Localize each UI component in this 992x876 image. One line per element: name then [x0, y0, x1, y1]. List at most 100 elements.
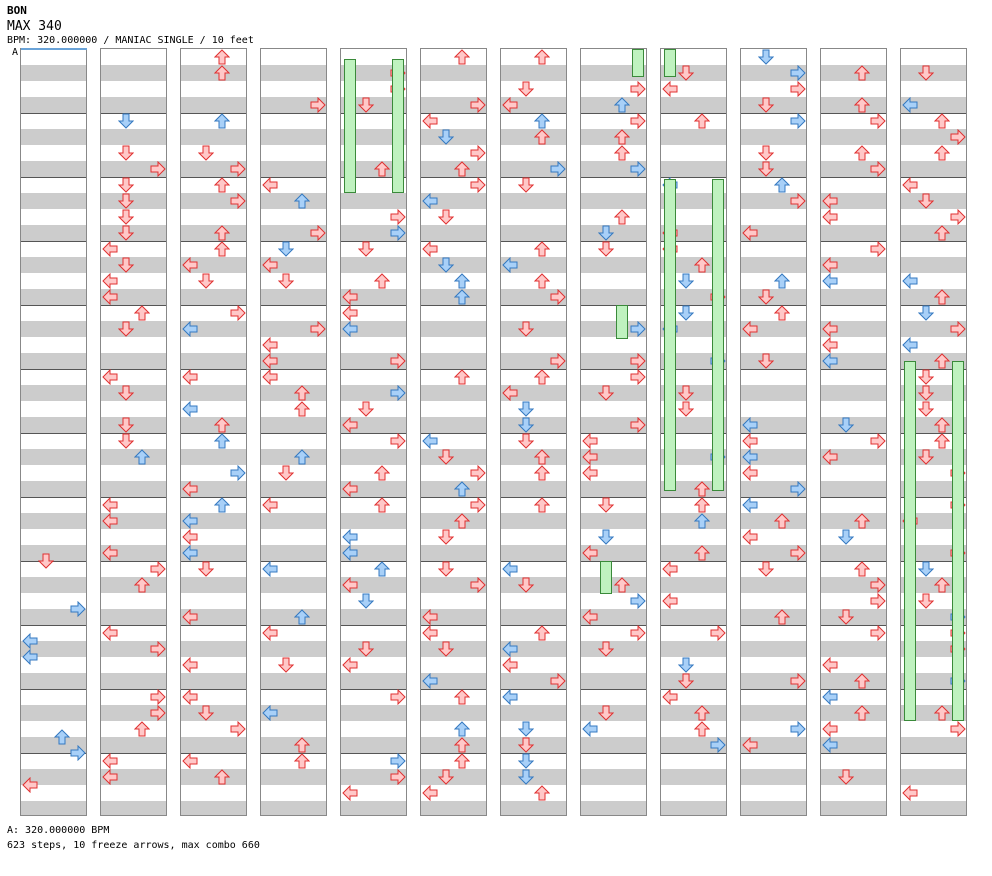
- arrow-note-icon: [517, 433, 535, 449]
- measure-line: [421, 113, 486, 114]
- freeze-arrow: [392, 59, 404, 193]
- arrow-note-icon: [182, 656, 198, 674]
- arrow-note-icon: [293, 609, 311, 625]
- arrow-note-icon: [613, 209, 631, 225]
- arrow-note-icon: [422, 112, 438, 130]
- chart-column: [740, 48, 807, 816]
- measure-line: [821, 113, 886, 114]
- measure-line: [341, 625, 406, 626]
- arrow-note-icon: [453, 513, 471, 529]
- arrow-note-icon: [517, 401, 535, 417]
- measure-line: [341, 497, 406, 498]
- arrow-note-icon: [422, 672, 438, 690]
- measure-line: [501, 497, 566, 498]
- arrow-note-icon: [150, 704, 166, 722]
- arrow-note-icon: [117, 209, 135, 225]
- arrow-note-icon: [630, 320, 646, 338]
- arrow-note-icon: [133, 305, 151, 321]
- arrow-note-icon: [597, 385, 615, 401]
- arrow-note-icon: [550, 672, 566, 690]
- measure-line: [661, 305, 726, 306]
- measure-line: [341, 753, 406, 754]
- arrow-note-icon: [182, 368, 198, 386]
- arrow-note-icon: [102, 624, 118, 642]
- arrow-note-icon: [262, 704, 278, 722]
- arrow-note-icon: [917, 369, 935, 385]
- measure-line: [261, 561, 326, 562]
- arrow-note-icon: [133, 449, 151, 465]
- arrow-note-icon: [117, 321, 135, 337]
- arrow-note-icon: [790, 544, 806, 562]
- arrow-note-icon: [853, 65, 871, 81]
- arrow-note-icon: [757, 97, 775, 113]
- measure-line: [901, 241, 966, 242]
- measure-line: [261, 241, 326, 242]
- arrow-note-icon: [950, 320, 966, 338]
- measure-line: [101, 305, 166, 306]
- measure-line: [101, 241, 166, 242]
- arrow-note-icon: [742, 736, 758, 754]
- arrow-note-icon: [117, 193, 135, 209]
- arrow-note-icon: [533, 241, 551, 257]
- arrow-note-icon: [150, 560, 166, 578]
- measure-line: [421, 305, 486, 306]
- arrow-note-icon: [597, 641, 615, 657]
- measure-line: [501, 305, 566, 306]
- measure-line: [581, 305, 646, 306]
- arrow-note-icon: [422, 624, 438, 642]
- arrow-note-icon: [533, 113, 551, 129]
- arrow-note-icon: [757, 561, 775, 577]
- arrow-note-icon: [742, 224, 758, 242]
- measure-line: [181, 433, 246, 434]
- measure-line: [821, 433, 886, 434]
- measure-line: [421, 241, 486, 242]
- arrow-note-icon: [390, 768, 406, 786]
- arrow-note-icon: [102, 272, 118, 290]
- arrow-note-icon: [470, 176, 486, 194]
- arrow-note-icon: [757, 145, 775, 161]
- arrow-note-icon: [933, 353, 951, 369]
- arrow-note-icon: [677, 305, 695, 321]
- arrow-note-icon: [533, 465, 551, 481]
- arrow-note-icon: [902, 96, 918, 114]
- measure-line: [581, 625, 646, 626]
- arrow-note-icon: [757, 49, 775, 65]
- arrow-note-icon: [102, 544, 118, 562]
- arrow-note-icon: [262, 176, 278, 194]
- arrow-note-icon: [790, 80, 806, 98]
- arrow-note-icon: [933, 225, 951, 241]
- arrow-note-icon: [773, 513, 791, 529]
- measure-line: [581, 177, 646, 178]
- measure-line: [341, 561, 406, 562]
- arrow-note-icon: [422, 784, 438, 802]
- arrow-note-icon: [917, 193, 935, 209]
- arrow-note-icon: [822, 272, 838, 290]
- measure-line: [741, 561, 806, 562]
- measure-line: [101, 497, 166, 498]
- freeze-arrow: [664, 179, 676, 491]
- measure-line: [341, 369, 406, 370]
- chart-column: [500, 48, 567, 816]
- arrow-note-icon: [390, 352, 406, 370]
- arrow-note-icon: [390, 432, 406, 450]
- measure-line: [421, 689, 486, 690]
- arrow-note-icon: [293, 193, 311, 209]
- arrow-note-icon: [693, 545, 711, 561]
- measure-line: [821, 689, 886, 690]
- measure-line: [421, 753, 486, 754]
- arrow-note-icon: [693, 481, 711, 497]
- arrow-note-icon: [630, 112, 646, 130]
- arrow-note-icon: [422, 192, 438, 210]
- measure-line: [21, 561, 86, 562]
- arrow-note-icon: [373, 465, 391, 481]
- arrow-note-icon: [437, 641, 455, 657]
- arrow-note-icon: [293, 737, 311, 753]
- arrow-note-icon: [742, 448, 758, 466]
- arrow-note-icon: [437, 769, 455, 785]
- measure-line: [261, 433, 326, 434]
- arrow-note-icon: [933, 577, 951, 593]
- arrow-note-icon: [182, 608, 198, 626]
- arrow-note-icon: [453, 161, 471, 177]
- arrow-note-icon: [933, 705, 951, 721]
- measure-line: [581, 433, 646, 434]
